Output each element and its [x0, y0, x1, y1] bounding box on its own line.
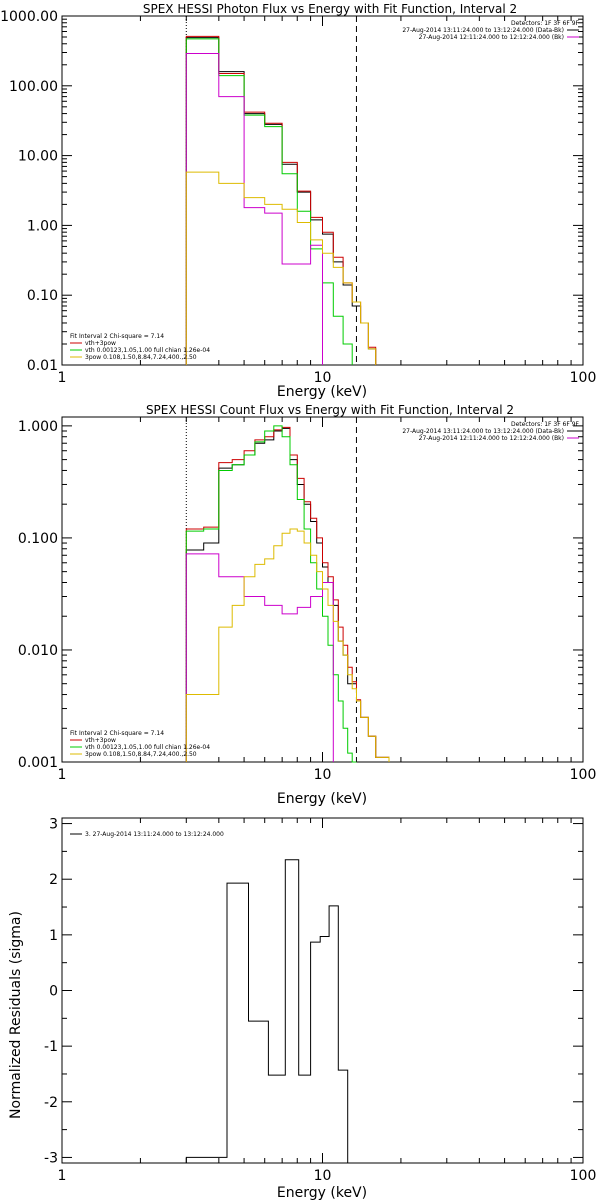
legend-entry: Fit Interval 2 Chi-square = 7.14 [70, 333, 164, 340]
histogram-series [185, 859, 357, 1164]
y-tick-label: 0.100 [18, 531, 58, 547]
histogram-series [185, 171, 377, 365]
y-tick-label: -1 [44, 1039, 58, 1055]
legend-entry: Fit Interval 2 Chi-square = 7.14 [70, 730, 164, 737]
residuals-xlabel: Energy (keV) [277, 1185, 367, 1200]
plot-frame [61, 817, 584, 1164]
y-tick-label: 10.00 [18, 149, 58, 165]
photon-flux-panel: SPEX HESSI Photon Flux vs Energy with Fi… [0, 2, 596, 400]
y-tick-label: 1000.00 [0, 9, 58, 25]
y-tick-label: 0.010 [18, 643, 58, 659]
y-tick-label: 0 [49, 984, 58, 1000]
x-tick-label: 10 [314, 370, 332, 386]
x-tick-label: 10 [314, 767, 332, 783]
histogram-series [185, 38, 353, 365]
residuals-panel: Energy (keV) Normalized Residuals (sigma… [8, 817, 596, 1200]
x-tick-label: 10 [314, 1168, 332, 1184]
legend-entry: 27-Aug-2014 12:11:24.000 to 12:12:24.000… [419, 435, 564, 442]
legend-entry: vth+3pow [85, 340, 116, 347]
legend-entry: Detectors: 1F 3F 6F 9F [511, 421, 580, 428]
y-tick-label: 100.00 [9, 79, 58, 95]
legend-entry: 27-Aug-2014 13:11:24.000 to 13:12:24.000… [402, 27, 564, 34]
x-tick-label: 1 [58, 767, 67, 783]
x-tick-label: 100 [570, 767, 597, 783]
y-tick-label: 0.10 [27, 288, 58, 304]
x-tick-label: 100 [570, 1168, 597, 1184]
legend-entry: 3pow 0.108,1.50,8.84,7.24,400.,2.50 [85, 751, 197, 758]
photon-flux-title: SPEX HESSI Photon Flux vs Energy with Fi… [143, 2, 517, 16]
count-flux-title: SPEX HESSI Count Flux vs Energy with Fit… [146, 403, 514, 417]
histogram-series [185, 35, 377, 365]
legend-entry: vth 0.00123,1.05,1.00 full chian 1.26e-0… [85, 347, 210, 354]
x-tick-label: 100 [570, 370, 597, 386]
y-tick-label: 3 [49, 817, 58, 833]
histogram-series [185, 37, 377, 365]
y-tick-label: -3 [44, 1150, 58, 1166]
legend-entry: 27-Aug-2014 12:11:24.000 to 12:12:24.000… [419, 34, 564, 41]
y-tick-label: 2 [49, 872, 58, 888]
histogram-series [185, 528, 390, 762]
y-tick-label: 1.000 [18, 419, 58, 435]
x-tick-label: 1 [58, 370, 67, 386]
legend-entry: 3pow 0.108,1.50,8.84,7.24,400.,2.50 [85, 354, 197, 361]
y-tick-label: 1.00 [27, 218, 58, 234]
count-flux-panel: SPEX HESSI Count Flux vs Energy with Fit… [18, 403, 596, 807]
legend-entry: 3. 27-Aug-2014 13:11:24.000 to 13:12:24.… [85, 831, 224, 838]
x-tick-label: 1 [58, 1168, 67, 1184]
residuals-ylabel: Normalized Residuals (sigma) [8, 911, 24, 1119]
y-tick-label: 0.01 [27, 358, 58, 374]
histogram-series [185, 425, 357, 763]
y-tick-label: 0.001 [18, 755, 58, 771]
histogram-series [185, 53, 323, 365]
legend-entry: vth+3pow [85, 737, 116, 744]
legend-entry: vth 0.00123,1.05,1.00 full chian 1.26e-0… [85, 744, 210, 751]
legend-entry: Detectors: 1F 3F 6F 9F [511, 20, 580, 27]
histogram-series [185, 427, 390, 762]
count-flux-xlabel: Energy (keV) [277, 791, 367, 807]
histogram-series [185, 553, 334, 762]
y-tick-label: -2 [44, 1095, 58, 1111]
y-tick-label: 1 [49, 928, 58, 944]
legend-entry: 27-Aug-2014 13:11:24.000 to 13:12:24.000… [402, 428, 564, 435]
photon-flux-xlabel: Energy (keV) [277, 384, 367, 400]
histogram-series [185, 426, 390, 762]
